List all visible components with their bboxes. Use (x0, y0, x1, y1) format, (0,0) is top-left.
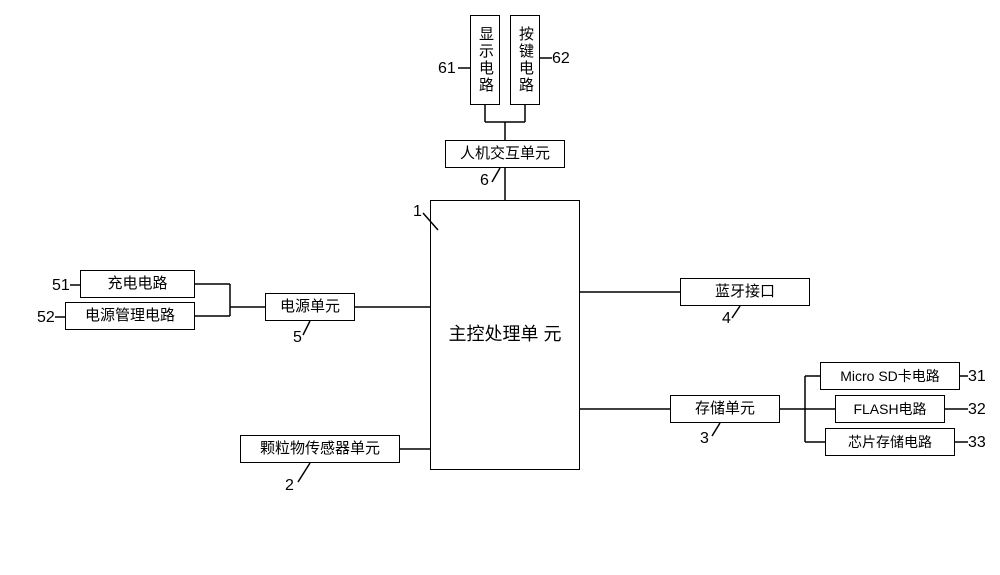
node-flash: FLASH电路 (835, 395, 945, 423)
node-pmic-label: 电源管理电路 (85, 307, 175, 325)
node-pm-sensor-label: 颗粒物传感器单元 (260, 440, 380, 458)
ref-sd: 31 (968, 368, 986, 386)
node-keypad: 按键电路 (510, 15, 540, 105)
node-chip-store-label: 芯片存储电路 (848, 434, 932, 451)
ref-pmic: 52 (37, 309, 55, 327)
node-bt-label: 蓝牙接口 (715, 283, 775, 301)
ref-flash: 32 (968, 401, 986, 419)
node-pmic: 电源管理电路 (65, 302, 195, 330)
node-sd-label: Micro SD卡电路 (840, 368, 940, 385)
ref-charge: 51 (52, 277, 70, 295)
ref-storage: 3 (700, 430, 709, 448)
ref-keypad: 62 (552, 50, 570, 68)
node-flash-label: FLASH电路 (853, 401, 926, 418)
node-display: 显示电路 (470, 15, 500, 105)
ref-main: 1 (413, 203, 422, 221)
ref-power-unit: 5 (293, 329, 302, 347)
node-bt: 蓝牙接口 (680, 278, 810, 306)
node-sd: Micro SD卡电路 (820, 362, 960, 390)
node-main-label: 主控处理单 元 (448, 324, 561, 346)
ref-bt: 4 (722, 310, 731, 328)
node-display-label: 显示电路 (476, 26, 494, 94)
node-hmi: 人机交互单元 (445, 140, 565, 168)
node-pm-sensor: 颗粒物传感器单元 (240, 435, 400, 463)
ref-chip-store: 33 (968, 434, 986, 452)
node-main: 主控处理单 元 (430, 200, 580, 470)
ref-pm-sensor: 2 (285, 477, 294, 495)
node-keypad-label: 按键电路 (516, 26, 534, 94)
diagram-canvas: 主控处理单 元 人机交互单元 显示电路 按键电路 电源单元 充电电路 电源管理电… (0, 0, 1000, 575)
ref-display: 61 (438, 60, 456, 78)
node-power-unit: 电源单元 (265, 293, 355, 321)
node-hmi-label: 人机交互单元 (460, 145, 550, 163)
ref-hmi: 6 (480, 172, 489, 190)
node-storage: 存储单元 (670, 395, 780, 423)
node-chip-store: 芯片存储电路 (825, 428, 955, 456)
node-charge-label: 充电电路 (107, 275, 167, 293)
node-charge: 充电电路 (80, 270, 195, 298)
node-storage-label: 存储单元 (695, 400, 755, 418)
node-power-unit-label: 电源单元 (280, 298, 340, 316)
